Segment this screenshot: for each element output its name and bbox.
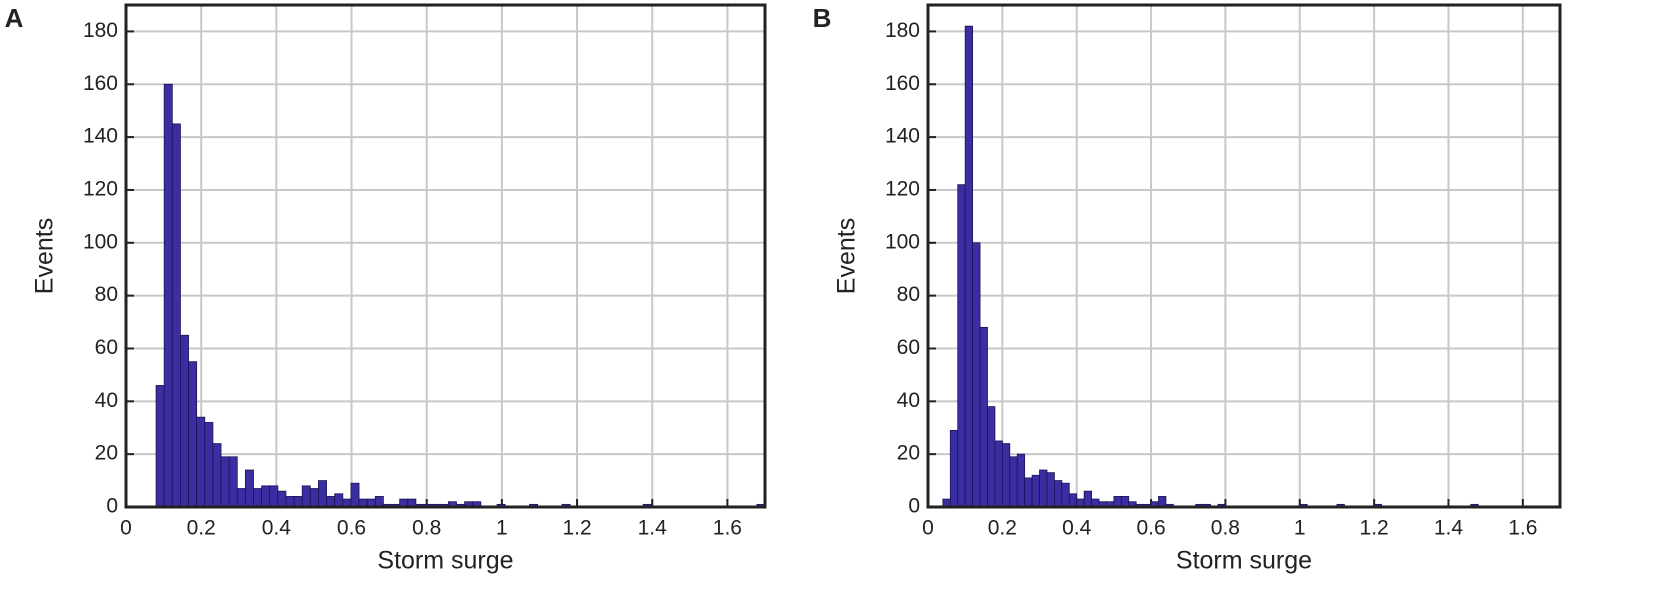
x-tick-label: 0.2 [988,517,1017,540]
y-tick-label: 120 [83,177,118,200]
x-tick-label: 0.6 [1136,517,1165,540]
x-tick-label: 0.4 [262,517,292,540]
x-tick-label: 0.8 [1211,517,1240,540]
bar [163,83,173,508]
y-axis-label: Events [31,218,59,294]
bar [171,123,181,508]
y-tick-label: 120 [885,177,920,200]
plot-frame [926,3,1562,509]
bar [1001,443,1011,508]
bar [1039,469,1048,508]
y-tick-label: 160 [83,72,118,95]
bar [994,440,1003,508]
panel-label: B [813,3,832,33]
y-tick-label: 160 [885,72,920,95]
bar [236,488,246,508]
bar [1054,480,1063,508]
x-tick-label: 1.2 [1360,517,1389,540]
bar [220,456,230,508]
x-tick-label: 1.4 [1434,517,1464,540]
panel-label: A [5,3,24,33]
bar [244,469,254,508]
bar [253,488,263,508]
bar [301,485,311,508]
bar [212,443,222,508]
bar [374,496,384,508]
x-tick-label: 1 [496,517,508,540]
bar [196,416,206,508]
y-tick-label: 40 [897,389,920,412]
bar [1068,493,1078,508]
bar [987,406,996,508]
bar [350,482,360,508]
x-tick-label: 1 [1294,517,1306,540]
y-tick-label: 40 [95,389,118,412]
bar [269,485,279,508]
y-tick-label: 60 [897,336,920,359]
bar [228,456,238,508]
bar [1016,453,1026,508]
y-tick-label: 60 [95,336,118,359]
y-tick-label: 0 [908,495,920,518]
x-tick-label: 1.2 [562,517,591,540]
y-tick-label: 20 [897,442,920,465]
x-tick-label: 0.6 [337,517,366,540]
bar [180,334,189,508]
bar [293,496,303,508]
x-tick-label: 1.4 [638,517,668,540]
bar [1009,456,1018,508]
x-tick-label: 1.6 [713,517,742,540]
y-tick-label: 100 [885,230,920,253]
bar [1024,477,1033,508]
bar [318,480,327,508]
bar [1113,496,1122,508]
bar [1061,482,1070,508]
y-tick-label: 0 [106,495,118,518]
bar [261,485,271,508]
x-tick-label: 0.4 [1062,517,1092,540]
x-tick-label: 0.8 [412,517,441,540]
x-tick-label: 0.2 [187,517,216,540]
bar [1046,472,1055,508]
bar [1120,496,1130,508]
bar [1158,496,1167,508]
bar [957,184,966,508]
x-tick-label: 0 [120,517,132,540]
x-axis-label: Storm surge [377,547,513,575]
plot-frame [124,3,767,509]
bar [188,361,198,508]
bar [972,242,981,508]
y-tick-label: 20 [95,442,118,465]
y-tick-label: 180 [83,19,118,42]
y-tick-label: 140 [83,125,118,148]
y-axis-label: Events [833,218,861,294]
y-tick-label: 100 [83,230,118,253]
bar [949,429,959,508]
bar [964,25,974,508]
bar [334,493,344,508]
bar [277,490,287,508]
y-tick-label: 80 [95,283,118,306]
x-tick-label: 0 [922,517,934,540]
y-tick-label: 140 [885,125,920,148]
bar [309,488,319,508]
bar [979,326,988,508]
y-tick-label: 180 [885,19,920,42]
bar [1083,490,1092,508]
bar [204,422,214,508]
y-tick-label: 80 [897,283,920,306]
x-tick-label: 1.6 [1508,517,1537,540]
x-axis-label: Storm surge [1176,547,1312,575]
bar [155,385,165,508]
bar [326,496,336,508]
bar [285,496,295,508]
bar [1031,474,1040,508]
